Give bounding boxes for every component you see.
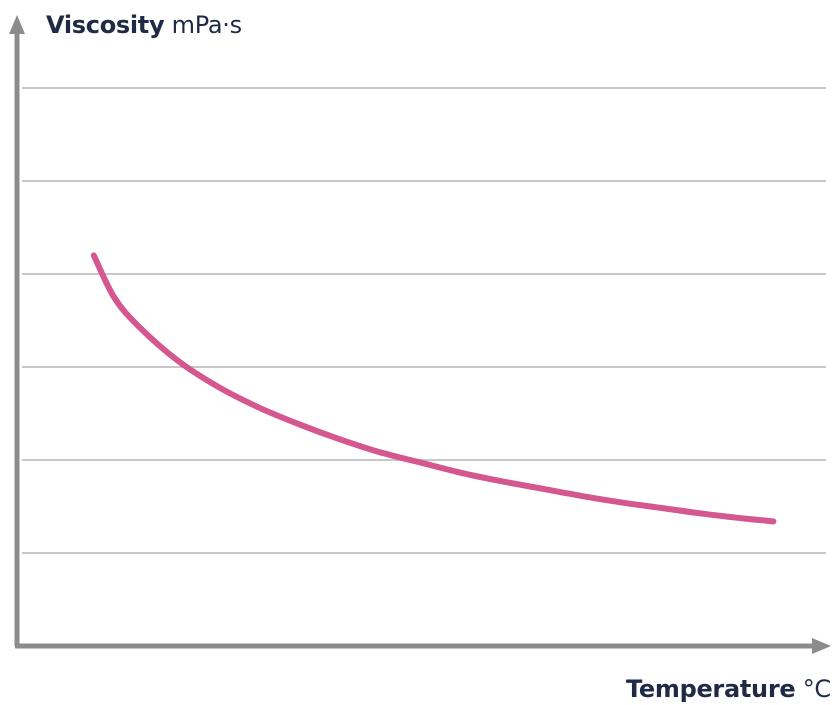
x-axis-unit: °C [802,675,831,703]
x-axis-label: Temperature [626,675,796,703]
y-axis-arrowhead [9,15,25,34]
gridlines [22,87,826,554]
y-axis-unit: mPa·s [171,11,242,39]
series [90,252,777,525]
x-axis-arrowhead [812,638,831,654]
axes [9,15,831,654]
x-axis-title: Temperature °C [626,675,831,703]
viscosity-curve-line [90,252,777,525]
y-axis-title: Viscosity mPa·s [46,11,242,39]
y-axis-label: Viscosity [46,11,165,39]
